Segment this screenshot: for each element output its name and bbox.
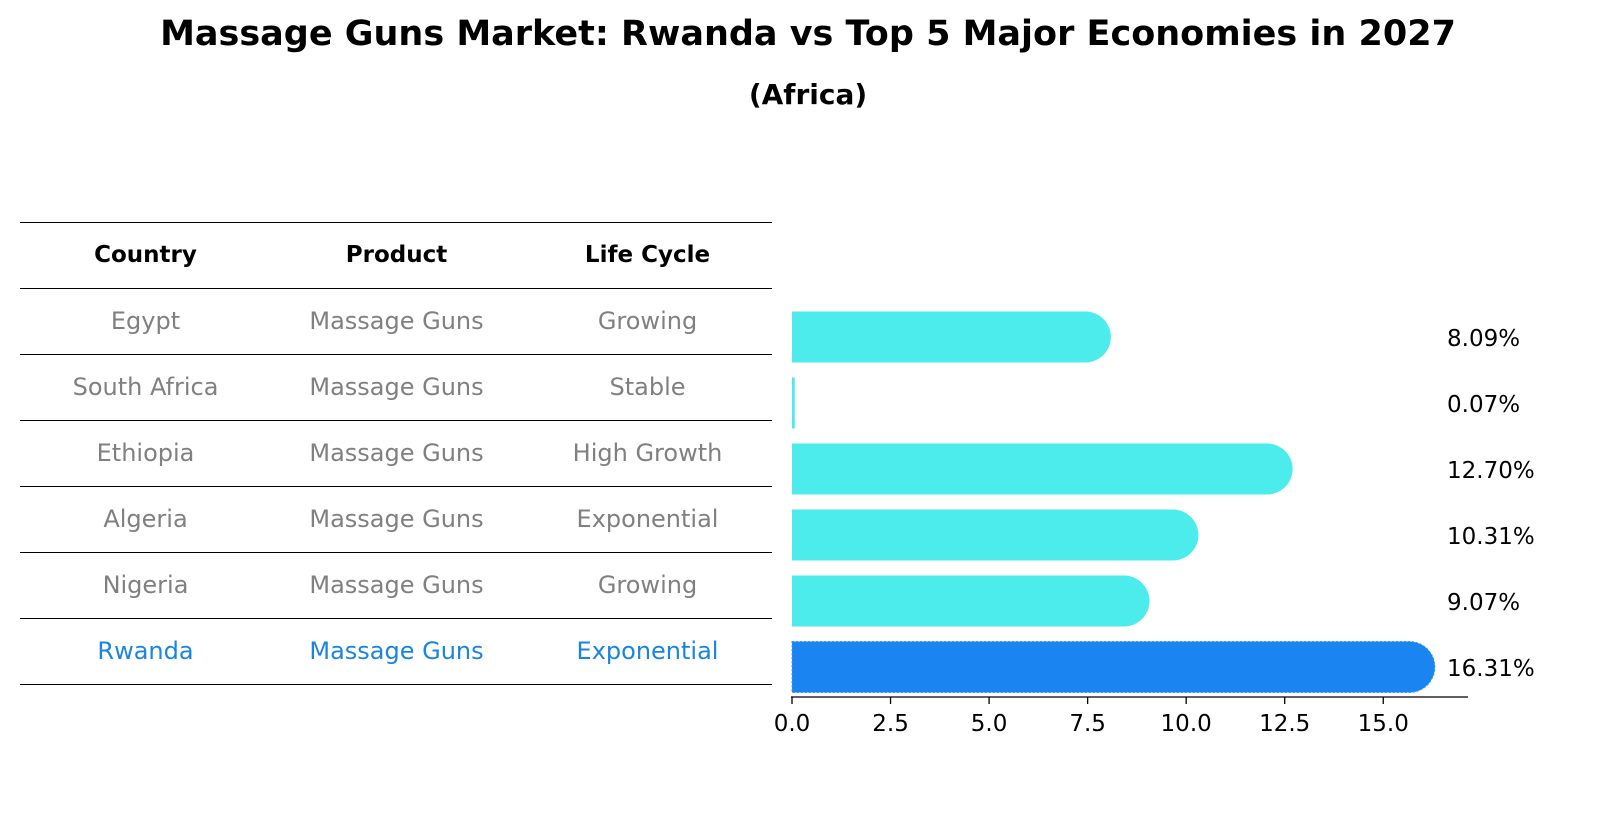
value-label: 9.07% [1447, 590, 1520, 616]
cell-country: Ethiopia [96, 439, 195, 467]
table-row-highlighted: Rwanda Massage Guns Exponential [20, 618, 772, 684]
table-row: Nigeria Massage Guns Growing [20, 552, 772, 618]
cell-country: Egypt [110, 307, 181, 335]
table-rule [20, 552, 772, 553]
chart-subtitle: (Africa) [748, 78, 868, 111]
cell-life-cycle: Exponential [576, 637, 719, 665]
table-row: Ethiopia Massage Guns High Growth [20, 420, 772, 486]
table-header-row: Country Product Life Cycle [20, 222, 772, 288]
cell-product: Massage Guns [309, 373, 484, 401]
bar-south-africa [792, 377, 795, 429]
cell-life-cycle: Growing [597, 307, 698, 335]
value-label: 0.07% [1447, 392, 1520, 418]
cell-country: Rwanda [97, 637, 194, 665]
header-life-cycle: Life Cycle [584, 242, 711, 268]
value-label: 10.31% [1447, 524, 1535, 550]
header-country: Country [94, 242, 197, 268]
cell-product: Massage Guns [309, 307, 484, 335]
cell-country: South Africa [72, 373, 219, 401]
cell-life-cycle: Exponential [576, 505, 719, 533]
table-row: South Africa Massage Guns Stable [20, 354, 772, 420]
chart-title: Massage Guns Market: Rwanda vs Top 5 Maj… [160, 14, 1456, 54]
x-tick-label: 15.0 [1358, 711, 1409, 737]
table-rule [20, 420, 772, 421]
table-rule [20, 288, 772, 289]
table-rule [20, 222, 772, 223]
table-row: Algeria Massage Guns Exponential [20, 486, 772, 552]
value-label: 16.31% [1447, 656, 1535, 682]
table-rule [20, 684, 772, 685]
table-rule [20, 618, 772, 619]
value-label: 8.09% [1447, 326, 1520, 352]
cell-product: Massage Guns [309, 505, 484, 533]
table-rule [20, 354, 772, 355]
header-product: Product [345, 242, 448, 268]
cell-product: Massage Guns [309, 439, 484, 467]
x-tick-label: 0.0 [774, 711, 811, 737]
value-label: 12.70% [1447, 458, 1535, 484]
table-row: Egypt Massage Guns Growing [20, 288, 772, 354]
bar-chart: 8.09% 0.07% 12.70% 10.31% 9.07% 16.31% 0.0 2.5 5… [774, 311, 1535, 737]
bar-nigeria [792, 575, 1150, 627]
cell-country: Algeria [103, 505, 188, 533]
cell-life-cycle: Growing [597, 571, 698, 599]
x-tick-label: 7.5 [1069, 711, 1106, 737]
cell-life-cycle: Stable [609, 373, 686, 401]
cell-product: Massage Guns [309, 637, 484, 665]
cell-country: Nigeria [102, 571, 189, 599]
x-tick-label: 5.0 [971, 711, 1008, 737]
bar-rwanda [791, 641, 1436, 693]
cell-product: Massage Guns [309, 571, 484, 599]
bar-algeria [792, 509, 1199, 561]
table-rule [20, 486, 772, 487]
x-tick-label: 2.5 [872, 711, 909, 737]
cell-life-cycle: High Growth [572, 439, 723, 467]
x-tick-label: 12.5 [1259, 711, 1310, 737]
bar-ethiopia [792, 443, 1293, 495]
bar-egypt [792, 311, 1111, 363]
x-tick-label: 10.0 [1161, 711, 1212, 737]
